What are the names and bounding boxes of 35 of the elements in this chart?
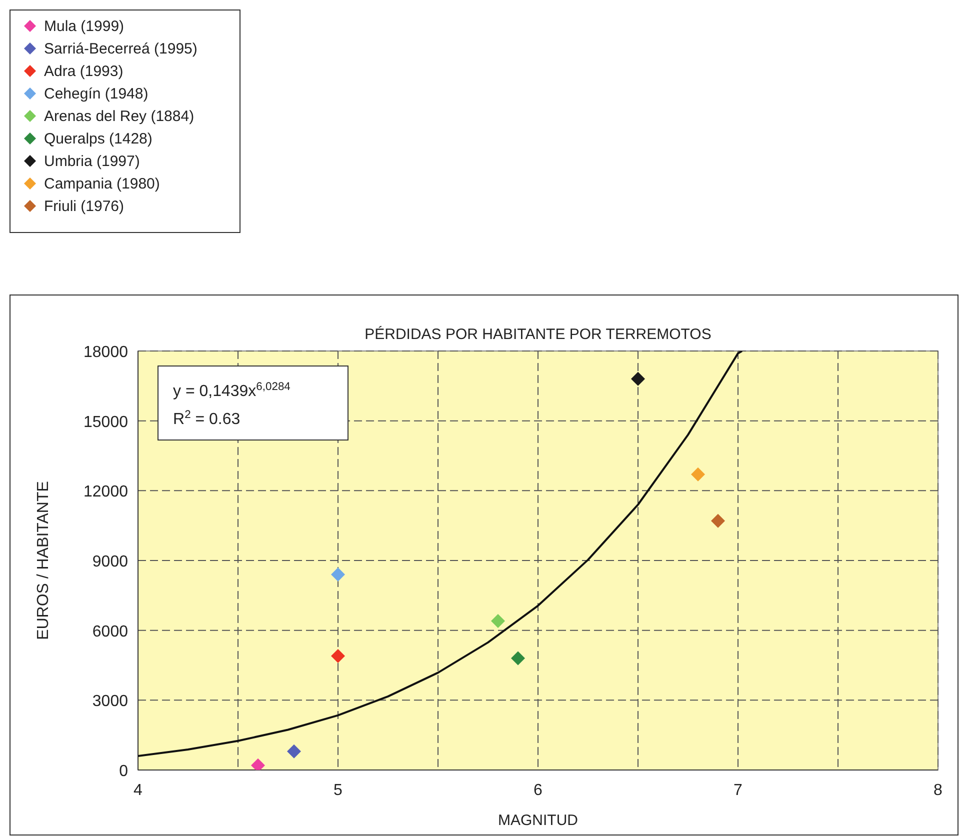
chart-title: PÉRDIDAS POR HABITANTE POR TERREMOTOS <box>364 325 712 343</box>
y-tick-label: 0 <box>119 763 128 780</box>
point <box>631 372 645 386</box>
y-tick-label: 9000 <box>92 554 128 570</box>
legend-label: Cehegín (1948) <box>44 86 148 102</box>
legend-label: Umbria (1997) <box>44 153 140 170</box>
point <box>711 514 725 528</box>
x-tick-label: 6 <box>534 782 543 799</box>
y-tick-label: 18000 <box>84 344 128 361</box>
y-axis-title: EUROS / HABITANTE <box>35 481 52 640</box>
point <box>287 744 301 758</box>
point <box>691 467 705 482</box>
legend-label: Mula (1999) <box>44 18 124 35</box>
y-tick-label: 6000 <box>92 623 128 640</box>
x-tick-label: 5 <box>334 782 343 799</box>
point <box>491 614 505 628</box>
x-tick-label: 7 <box>734 782 743 799</box>
x-tick-label: 4 <box>134 782 143 799</box>
x-tick-label: 8 <box>934 782 943 799</box>
y-tick-label: 3000 <box>92 693 128 710</box>
point <box>331 567 345 582</box>
legend-label: Sarriá-Becerreá (1995) <box>44 40 198 58</box>
point <box>511 651 525 666</box>
annotation: R$^{2}$ = 0.63 <box>173 409 240 428</box>
legend-label: Adra (1993) <box>44 63 124 80</box>
legend-label: Arenas del Rey (1884) <box>44 108 194 125</box>
y-tick-label: 12000 <box>84 484 128 501</box>
x-axis-title: MAGNITUD <box>498 812 578 829</box>
legend-label: Campania (1980) <box>44 176 160 192</box>
line-series <box>138 351 743 758</box>
annotation: y = 0,1439x$^{6,0284}$ <box>173 381 290 400</box>
legend-label: Friuli (1976) <box>44 198 124 215</box>
y-tick-label: 15000 <box>84 414 128 431</box>
legend-label: Queralps (1428) <box>44 130 152 148</box>
point <box>331 648 345 663</box>
